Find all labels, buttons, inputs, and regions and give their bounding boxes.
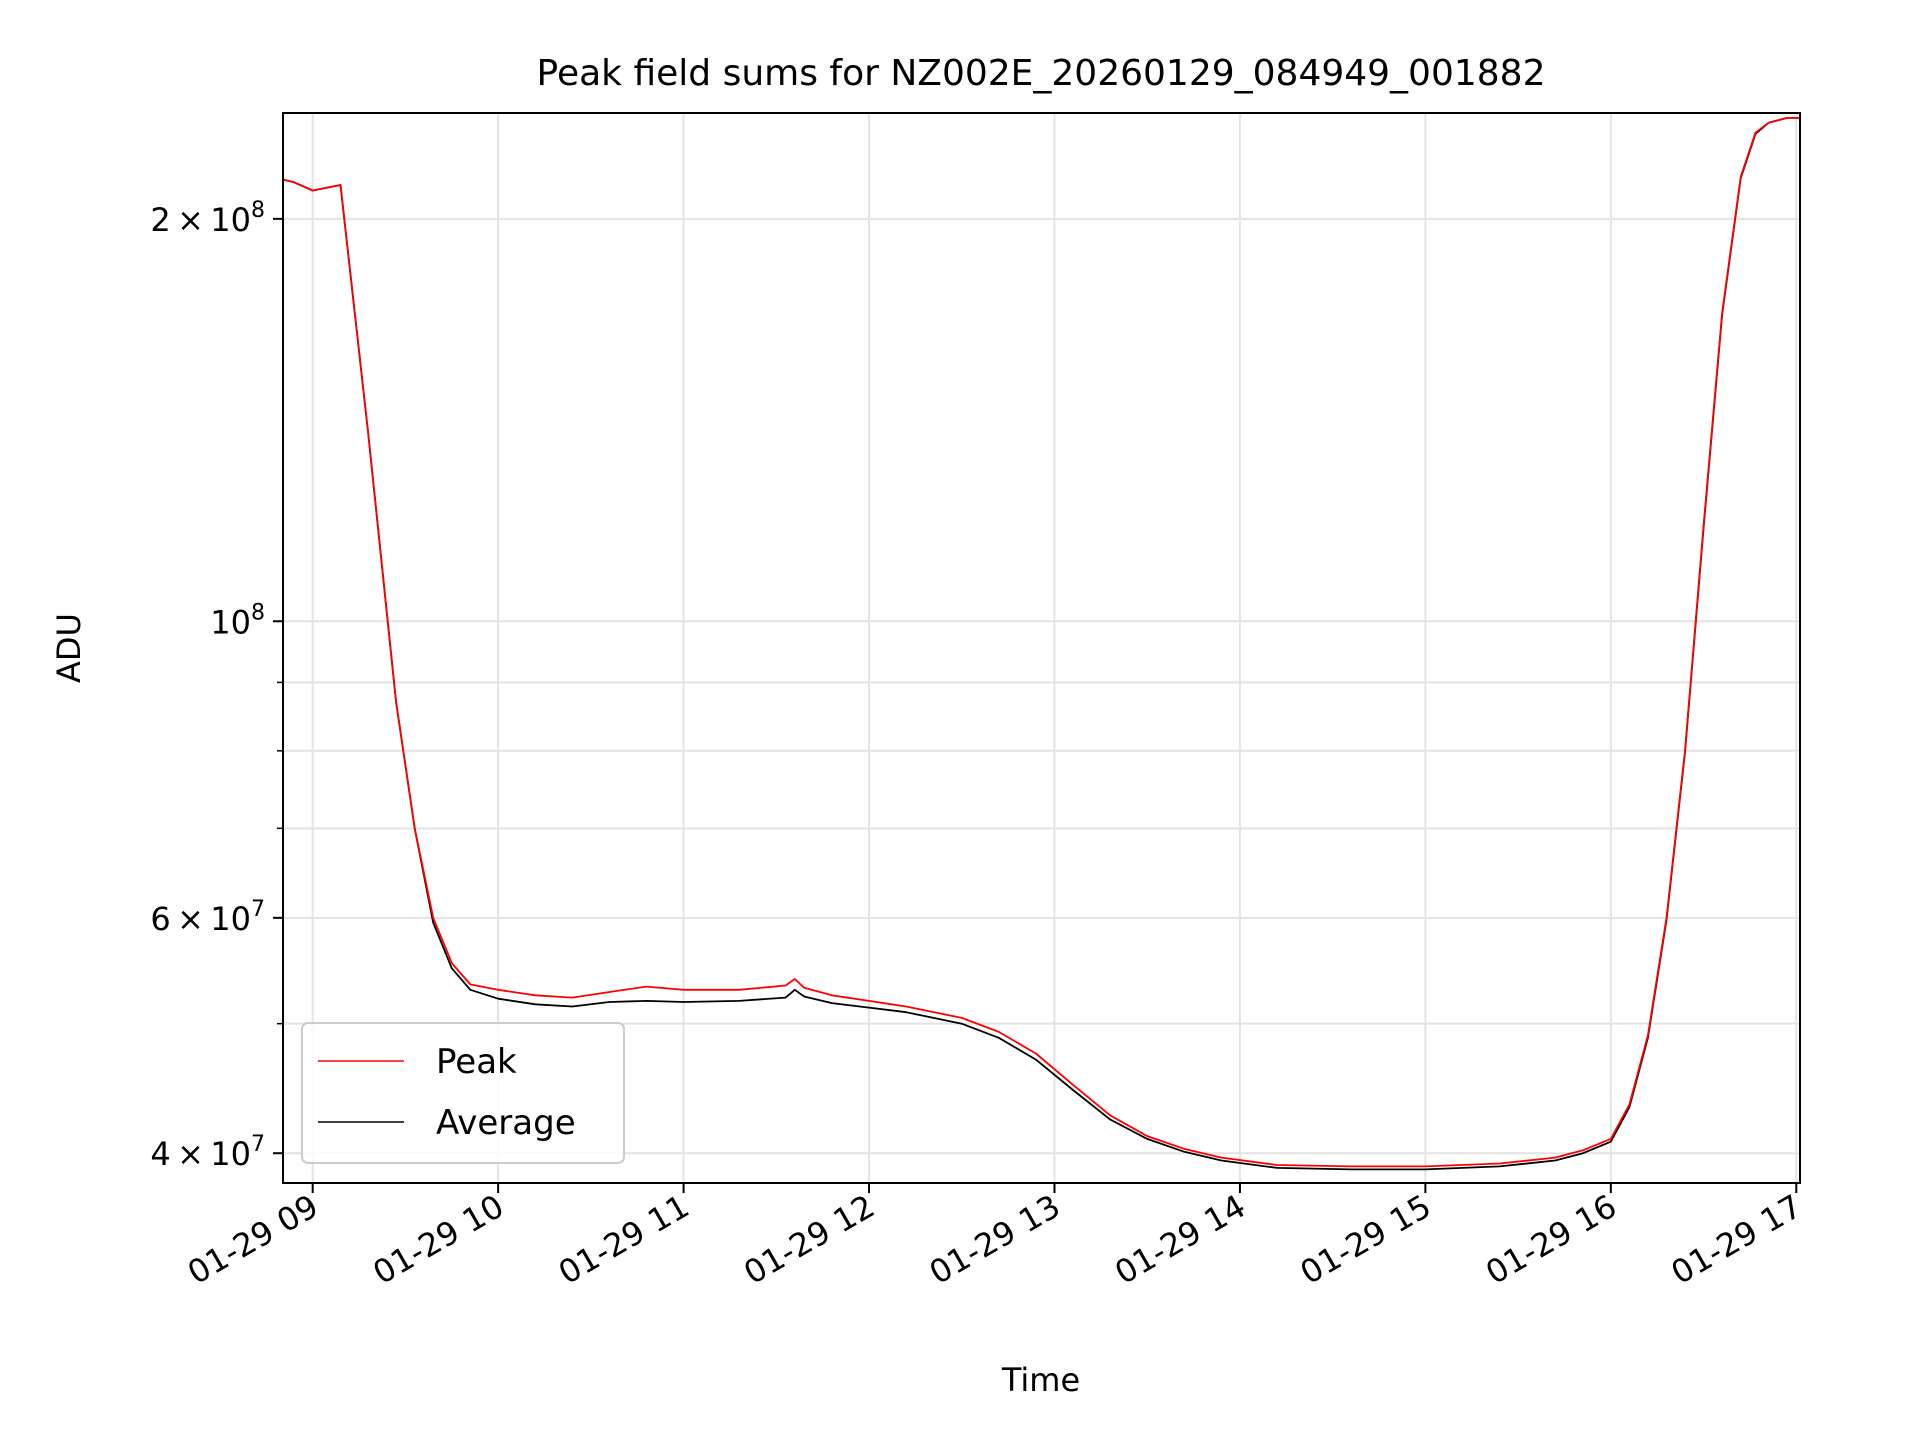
plot-frame bbox=[282, 112, 1801, 1184]
y-tick-label: 108 bbox=[210, 600, 265, 641]
legend-peak-label: Peak bbox=[436, 1042, 517, 1082]
chart-title: Peak field sums for NZ002E_20260129_0849… bbox=[537, 53, 1546, 94]
legend-box bbox=[301, 1022, 625, 1164]
y-tick-label: 2 × 108 bbox=[150, 198, 265, 239]
y-axis-label: ADU bbox=[50, 613, 88, 683]
x-axis-label: Time bbox=[1001, 1361, 1080, 1399]
y-tick-label: 4 × 107 bbox=[150, 1132, 265, 1173]
legend-average-label: Average bbox=[436, 1103, 576, 1143]
series-lines bbox=[283, 117, 1800, 1171]
y-tick-label: 6 × 107 bbox=[150, 897, 265, 938]
legend: Peak Average bbox=[301, 1022, 625, 1164]
grid bbox=[283, 113, 1800, 1183]
peak-series-line bbox=[283, 117, 1800, 1168]
